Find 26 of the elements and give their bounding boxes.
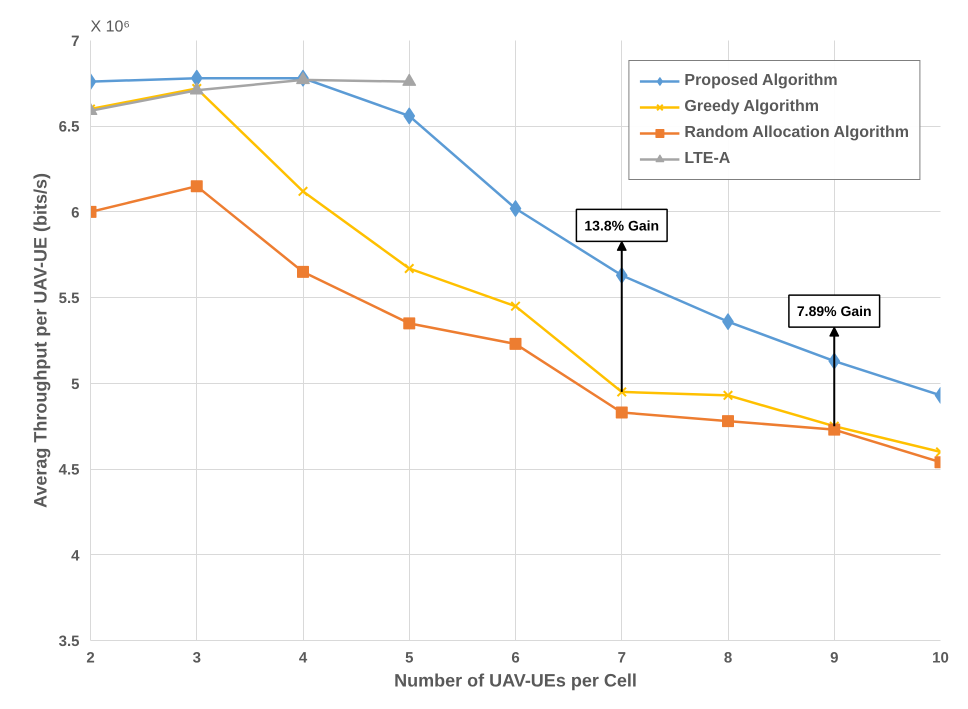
y-axis-title: Averag Throughput per UAV-UE (bits/s)	[30, 172, 51, 508]
x-tick-label: 3	[192, 650, 201, 666]
y-tick-label: 4	[71, 547, 80, 564]
legend-label: Greedy Algorithm	[684, 98, 819, 116]
y-tick-label: 4.5	[58, 462, 80, 479]
annotation: 13.8% Gain	[584, 217, 660, 234]
y-tick-label: 5	[71, 376, 80, 393]
y-tick-label: 6.5	[58, 118, 80, 136]
x-tick-label: 9	[830, 650, 838, 666]
x-tick-label: 5	[405, 650, 414, 666]
annotation: 7.89% Gain	[796, 303, 872, 320]
x-tick-label: 10	[932, 650, 949, 666]
x-tick-label: 7	[618, 650, 626, 666]
y-tick-label: 6	[71, 204, 80, 222]
legend-label: LTE-A	[684, 150, 730, 168]
x-tick-label: 6	[511, 650, 520, 666]
x-tick-label: 4	[298, 650, 308, 666]
y-tick-label: 3.5	[58, 633, 80, 650]
x-tick-label: 2	[86, 650, 95, 666]
y-tick-label: 7	[71, 33, 80, 50]
y-tick-label: 5.5	[58, 290, 80, 308]
x-axis-title: Number of UAV-UEs per Cell	[394, 670, 637, 690]
legend-label: Random Allocation Algorithm	[684, 124, 909, 142]
x-tick-label: 8	[724, 650, 732, 666]
text: X 10⁶	[90, 18, 130, 36]
legend-label: Proposed Algorithm	[684, 72, 838, 90]
